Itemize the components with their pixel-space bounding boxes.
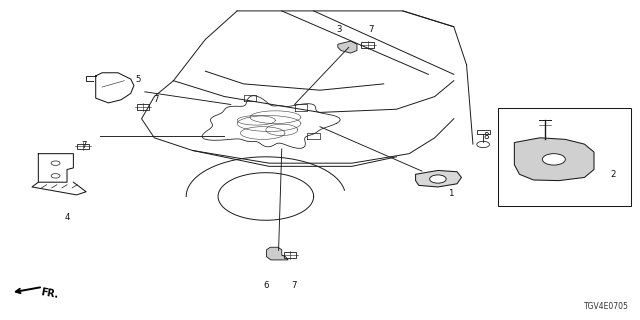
Text: 3: 3 [337,25,342,35]
Circle shape [542,154,565,165]
Text: TGV4E0705: TGV4E0705 [584,302,629,311]
Bar [77,143,89,149]
Text: 7: 7 [292,281,297,290]
Bar [284,252,296,258]
Text: 7: 7 [154,95,159,104]
Bar [362,42,374,48]
Polygon shape [266,247,288,260]
Text: 7: 7 [81,141,87,150]
Polygon shape [338,41,357,53]
Polygon shape [515,138,594,180]
Text: 5: 5 [136,75,141,84]
Text: 8: 8 [483,132,488,141]
Text: 1: 1 [448,189,453,198]
Bar [137,104,148,109]
Text: 7: 7 [368,25,374,35]
Text: 4: 4 [64,212,70,222]
Text: 6: 6 [263,281,269,290]
Bar [477,131,490,134]
Text: 2: 2 [611,170,616,179]
Circle shape [429,175,446,183]
Bar [499,108,631,206]
Text: FR.: FR. [40,287,59,300]
Polygon shape [415,171,461,187]
